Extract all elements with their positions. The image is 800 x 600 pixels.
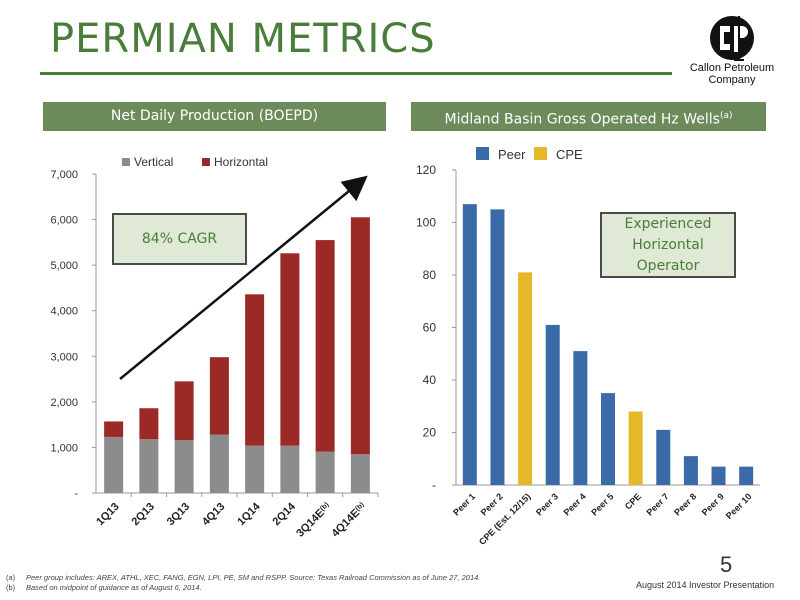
bar-peer bbox=[573, 351, 588, 485]
legend-swatch-peer bbox=[476, 147, 489, 160]
y-tick-label: 5,000 bbox=[50, 260, 78, 272]
y-tick-label: 80 bbox=[423, 268, 437, 282]
right-chart-header-sup: (a) bbox=[719, 111, 733, 121]
x-tick-label: 3Q14E(b) bbox=[294, 501, 333, 540]
y-tick-label: 40 bbox=[423, 373, 437, 387]
bar-vertical bbox=[174, 440, 194, 493]
y-tick-label: 60 bbox=[423, 321, 437, 335]
bar-peer bbox=[601, 393, 615, 485]
logo-text-line1: Callon Petroleum bbox=[689, 62, 775, 74]
bar-peer bbox=[656, 429, 671, 485]
footnote-a: (a) Peer group includes: AREX, ATHL, XEC,… bbox=[6, 573, 480, 583]
bar-peer bbox=[545, 324, 560, 485]
bar-peer bbox=[683, 456, 698, 485]
y-tick-label: 6,000 bbox=[50, 215, 78, 227]
x-tick-label: Peer 4 bbox=[562, 491, 588, 517]
footnotes: (a) Peer group includes: AREX, ATHL, XEC,… bbox=[6, 573, 480, 593]
logo-text-line2: Company bbox=[708, 74, 756, 86]
x-tick-label: Peer 1 bbox=[451, 491, 477, 517]
production-chart: - 1,000 2,000 3,000 4,000 5,000 6,000 7,000 1Q13… bbox=[50, 155, 379, 540]
y-tick-label: 20 bbox=[423, 426, 437, 440]
company-logo-icon bbox=[710, 16, 754, 61]
right-chart-header: Midland Basin Gross Operated Hz Wells(a) bbox=[411, 102, 766, 131]
y-tick-label: - bbox=[74, 488, 78, 500]
y-tick-label: 3,000 bbox=[50, 351, 78, 363]
x-tick-label: 4Q14E(b) bbox=[329, 501, 368, 540]
bar-horizontal bbox=[174, 381, 194, 441]
page-title: PERMIAN METRICS bbox=[50, 16, 436, 62]
right-chart-header-label: Midland Basin Gross Operated Hz Wells bbox=[444, 111, 720, 128]
legend-swatch-horizontal bbox=[202, 158, 210, 166]
x-tick-label: CPE (Est. 12/15) bbox=[477, 491, 533, 547]
x-tick-label: Peer 7 bbox=[645, 491, 671, 517]
y-tick-label: 4,000 bbox=[50, 306, 78, 318]
footnote-a-key: (a) bbox=[6, 573, 16, 582]
y-tick-label: 2,000 bbox=[50, 397, 78, 409]
bar-horizontal bbox=[209, 357, 229, 435]
legend-swatch-vertical bbox=[122, 158, 130, 166]
title-rule bbox=[40, 72, 672, 75]
bar-vertical bbox=[104, 436, 124, 493]
x-tick-label-sup: (b) bbox=[354, 501, 365, 512]
y-tick-label: - bbox=[432, 478, 436, 492]
bar-horizontal bbox=[245, 294, 265, 446]
bar-horizontal bbox=[104, 421, 124, 437]
page-number: 5 bbox=[720, 552, 733, 577]
bar-horizontal bbox=[350, 217, 370, 455]
x-tick-label-sup: (b) bbox=[319, 501, 330, 512]
x-tick-label: 2Q14 bbox=[270, 500, 298, 528]
x-tick-label: Peer 2 bbox=[479, 491, 505, 517]
bar-cpe bbox=[628, 411, 643, 485]
operator-callout-line1: Experienced bbox=[624, 216, 712, 232]
logo-text: Callon Petroleum Company bbox=[676, 62, 788, 86]
bar-peer bbox=[462, 204, 477, 485]
bar-vertical bbox=[350, 454, 370, 493]
bar-horizontal bbox=[315, 240, 335, 452]
operator-callout-line2: Horizontal bbox=[632, 237, 704, 253]
legend-label-peer: Peer bbox=[498, 147, 526, 162]
bar-peer bbox=[490, 209, 505, 485]
y-tick-label: 120 bbox=[416, 163, 436, 177]
bar-horizontal bbox=[139, 408, 159, 440]
x-tick-label: Peer 10 bbox=[724, 491, 754, 521]
y-tick-label: 1,000 bbox=[50, 442, 78, 454]
left-chart-header: Net Daily Production (BOEPD) bbox=[43, 102, 386, 131]
x-tick-label: Peer 8 bbox=[672, 491, 698, 517]
x-tick-label: 2Q13 bbox=[129, 501, 157, 529]
bar-vertical bbox=[280, 445, 300, 493]
legend-label-vertical: Vertical bbox=[134, 155, 173, 169]
footnote-a-text: Peer group includes: AREX, ATHL, XEC, FA… bbox=[26, 573, 481, 582]
growth-arrow bbox=[119, 175, 368, 380]
bar-peer bbox=[711, 466, 726, 485]
x-tick-label: 3Q13 bbox=[165, 501, 193, 529]
bar-peer bbox=[739, 466, 754, 485]
cagr-callout: 84% CAGR bbox=[112, 213, 247, 265]
presentation-label: August 2014 Investor Presentation bbox=[636, 580, 775, 590]
bar-vertical bbox=[139, 439, 159, 493]
bar-vertical bbox=[315, 451, 335, 493]
x-tick-label: Peer 3 bbox=[534, 491, 560, 517]
footnote-b-key: (b) bbox=[6, 583, 16, 592]
x-tick-label: 4Q13 bbox=[200, 501, 228, 529]
x-tick-label: 1Q14 bbox=[235, 500, 263, 528]
bar-cpe bbox=[518, 272, 533, 485]
x-tick-label: 1Q13 bbox=[94, 501, 122, 529]
bar-vertical bbox=[245, 445, 265, 493]
x-tick-label: CPE bbox=[623, 491, 643, 511]
legend-label-cpe: CPE bbox=[556, 147, 583, 162]
x-tick-label: Peer 9 bbox=[700, 491, 726, 517]
footnote-b: (b) Based on midpoint of guidance as of A… bbox=[6, 583, 480, 593]
y-tick-label: 100 bbox=[416, 216, 436, 230]
operator-callout: Experienced Horizontal Operator bbox=[600, 212, 736, 278]
footnote-b-text: Based on midpoint of guidance as of Augu… bbox=[26, 583, 202, 592]
legend-swatch-cpe bbox=[534, 147, 547, 160]
operator-callout-line3: Operator bbox=[636, 258, 700, 274]
x-tick-label: Peer 5 bbox=[589, 491, 615, 517]
y-tick-label: 7,000 bbox=[50, 169, 78, 181]
bar-horizontal bbox=[280, 253, 300, 446]
legend-label-horizontal: Horizontal bbox=[214, 155, 268, 169]
bar-vertical bbox=[209, 434, 229, 493]
